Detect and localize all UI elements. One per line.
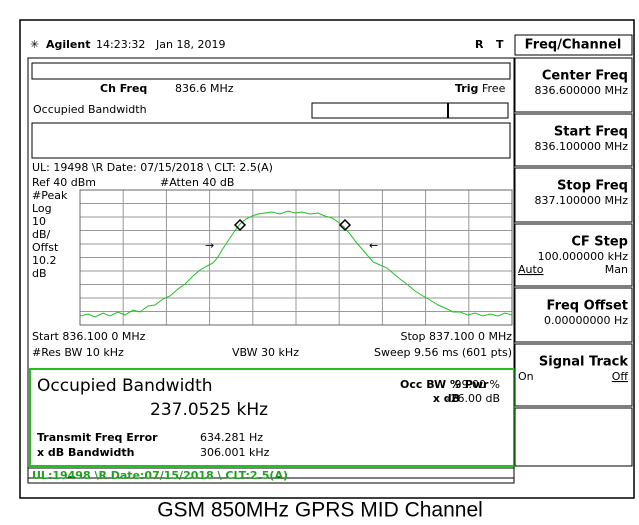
pwr-label: Occ BW % Pwr (400, 378, 489, 391)
xbw-label: x dB Bandwidth (37, 446, 134, 459)
pwr: 99.00 % (455, 378, 500, 391)
brand: Agilent (46, 38, 90, 51)
menu-box (514, 34, 633, 56)
ref: Ref 40 dBm (32, 176, 96, 189)
mode: Occupied Bandwidth (33, 103, 147, 116)
arrow: → (205, 239, 214, 252)
status: UL:19498 \R Date:07/15/2018 \ CLT:2.5(A) (32, 469, 288, 482)
display (27, 57, 515, 479)
softkey-right: Off (612, 370, 629, 383)
grid (80, 190, 512, 325)
xdb-label: x dB (433, 392, 460, 405)
softkey[interactable] (514, 113, 633, 167)
arrow: ← (369, 239, 378, 252)
scale-label: Log (32, 202, 52, 215)
start: Start 836.100 0 MHz (32, 330, 146, 343)
scale-label: 10 (32, 215, 46, 228)
menu-title: Freq/Channel (525, 38, 622, 53)
softkey-label: Start Freq (554, 125, 628, 140)
stop: Stop 837.100 0 MHz (400, 330, 512, 343)
scale-label: dB/ (32, 228, 51, 241)
date: Jan 18, 2019 (155, 38, 225, 51)
scale-label: #Peak (32, 189, 68, 202)
results-title: Occupied Bandwidth (37, 376, 213, 396)
softkey-label: Signal Track (539, 355, 628, 370)
box (31, 62, 511, 80)
xbw: 306.001 kHz (200, 446, 270, 459)
obw: 237.0525 kHz (150, 400, 268, 420)
sweep: Sweep 9.56 ms (601 pts) (374, 346, 512, 359)
softkey-right: Man (605, 263, 628, 276)
tfe-label: Transmit Freq Error (37, 431, 158, 444)
tfe: 634.281 Hz (200, 431, 263, 444)
bar (311, 102, 509, 119)
softkey-left: On (518, 370, 534, 383)
trace (79, 210, 513, 318)
scale-label: Offst (32, 241, 59, 254)
xdb: -26.00 dB (447, 392, 501, 405)
softkey-label: Center Freq (542, 69, 628, 84)
softkey[interactable] (514, 223, 633, 287)
softkey-label: Freq Offset (547, 299, 628, 314)
ch-label: Ch Freq (100, 82, 147, 95)
softkey[interactable] (514, 343, 633, 407)
softkey-value: 100.000000 kHz (538, 250, 629, 263)
softkey[interactable] (514, 407, 633, 467)
vbw: VBW 30 kHz (232, 346, 299, 359)
r: R (475, 38, 484, 51)
softkey-label: CF Step (571, 235, 628, 250)
softkey[interactable] (514, 57, 633, 113)
softkey-left: Auto (518, 263, 544, 276)
scale-label: 10.2 (32, 254, 57, 267)
softkey[interactable] (514, 167, 633, 223)
trig: Free (482, 82, 506, 95)
plot (79, 189, 513, 326)
atten: #Atten 40 dB (160, 176, 234, 189)
softkey-value: 0.00000000 Hz (544, 314, 628, 327)
ch-freq: 836.6 MHz (175, 82, 234, 95)
results-box (29, 368, 515, 467)
softkey[interactable] (514, 287, 633, 343)
time: 14:23:32 (96, 38, 145, 51)
scale-label: dB (32, 267, 47, 280)
softkey-value: 837.100000 MHz (534, 194, 628, 207)
logo: ✳ (30, 38, 39, 51)
softkey-value: 836.100000 MHz (534, 140, 628, 153)
softkey-label: Stop Freq (557, 179, 628, 194)
trig-label: Trig (455, 82, 478, 95)
res-bw: #Res BW 10 kHz (32, 346, 124, 359)
caption: GSM 850MHz GPRS MID Channel (157, 499, 483, 522)
t: T (496, 38, 504, 51)
status-bar (27, 467, 515, 484)
note: UL: 19498 \R Date: 07/15/2018 \ CLT: 2.5… (32, 161, 273, 174)
box (31, 122, 511, 159)
markers (233, 218, 352, 232)
softkey-value: 836.600000 MHz (534, 84, 628, 97)
